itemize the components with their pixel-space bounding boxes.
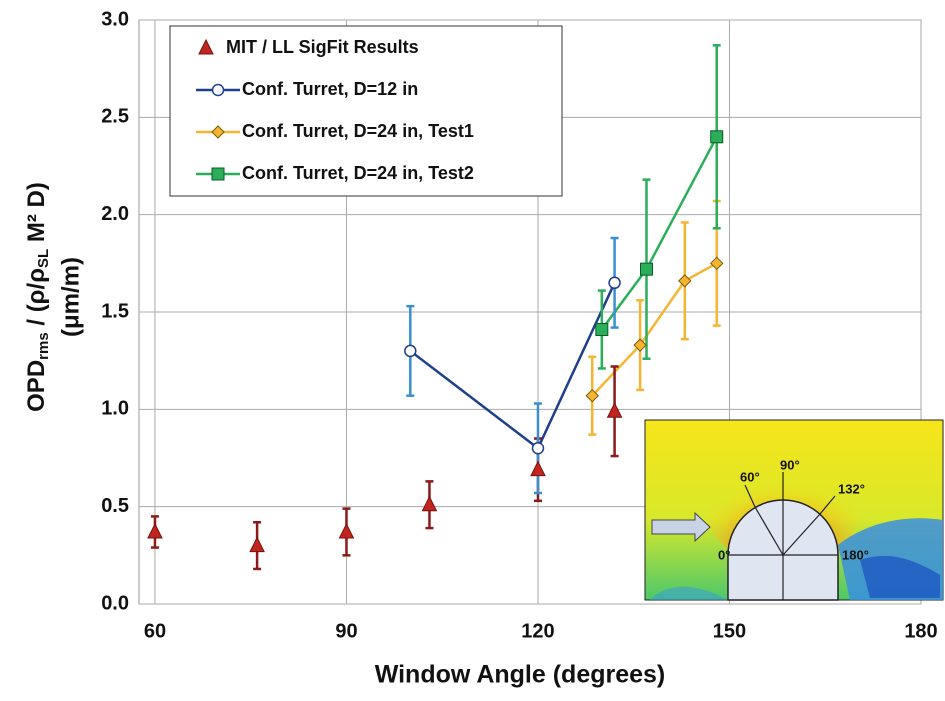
inset-label: 0°	[718, 547, 730, 562]
marker	[198, 38, 214, 55]
inset-image: 60° 90° 132° 0° 180°	[644, 419, 944, 601]
marker	[404, 344, 417, 358]
marker	[338, 522, 355, 539]
series-line	[600, 136, 718, 331]
y-tick-label: 1.5	[101, 300, 129, 322]
marker	[678, 274, 692, 288]
legend-label: Conf. Turret, D=24 in, Test1	[242, 121, 474, 141]
inset-label: 60°	[740, 469, 760, 484]
x-axis-title: Window Angle (degrees)	[375, 661, 666, 689]
marker	[530, 460, 546, 477]
marker	[211, 125, 225, 139]
marker	[211, 167, 225, 181]
y-axis-title-part: / (ρ/ρ	[23, 268, 50, 332]
x-tick-label: 60	[144, 620, 166, 642]
marker	[211, 83, 225, 97]
legend-label: Conf. Turret, D=12 in	[242, 79, 418, 99]
plot-area: 0.0 0.5 1.0 1.5 2.0 2.5 3.0 60 90 120 150 180 Window…	[23, 8, 937, 688]
marker	[531, 442, 545, 455]
y-axis-title-part: OPD	[23, 360, 50, 412]
inset-label: 180°	[842, 547, 869, 562]
y-tick-label: 0.0	[101, 592, 129, 614]
y-axis-title-part: M² D)	[23, 182, 50, 249]
y-tick-label: 3.0	[101, 8, 129, 30]
marker	[421, 495, 438, 512]
y-axis-units: (μm/m)	[57, 257, 84, 337]
legend-label: MIT / LL SigFit Results	[226, 37, 419, 57]
y-axis-title-subscript: rms	[35, 332, 52, 360]
y-tick-label: 1.0	[101, 398, 129, 420]
x-tick-label: 120	[521, 620, 554, 642]
marker	[595, 323, 609, 337]
marker	[249, 536, 265, 553]
marker	[147, 522, 163, 539]
marker	[640, 262, 654, 276]
x-tick-label: 90	[335, 620, 357, 642]
x-tick-label: 150	[713, 620, 746, 642]
marker	[710, 256, 724, 271]
marker	[606, 402, 623, 418]
inset-label: 132°	[838, 481, 865, 496]
x-tick-label: 180	[904, 620, 937, 642]
legend-box	[169, 25, 563, 197]
marker	[710, 130, 724, 144]
y-tick-label: 2.5	[101, 106, 129, 128]
legend-label: Conf. Turret, D=24 in, Test2	[242, 163, 474, 183]
y-tick-label: 2.0	[101, 203, 129, 225]
y-axis-title-subscript: SL	[35, 249, 52, 268]
y-tick-label: 0.5	[101, 495, 129, 517]
series-line	[409, 282, 616, 451]
legend: MIT / LL SigFit Results Conf. Turret, D=1…	[169, 25, 563, 197]
marker	[608, 276, 621, 290]
y-axis-title: OPDrms / (ρ/ρSL M² D)	[23, 182, 52, 412]
marker	[633, 338, 647, 352]
series-line	[591, 262, 718, 397]
marker	[585, 388, 599, 403]
inset-label: 90°	[780, 457, 800, 472]
